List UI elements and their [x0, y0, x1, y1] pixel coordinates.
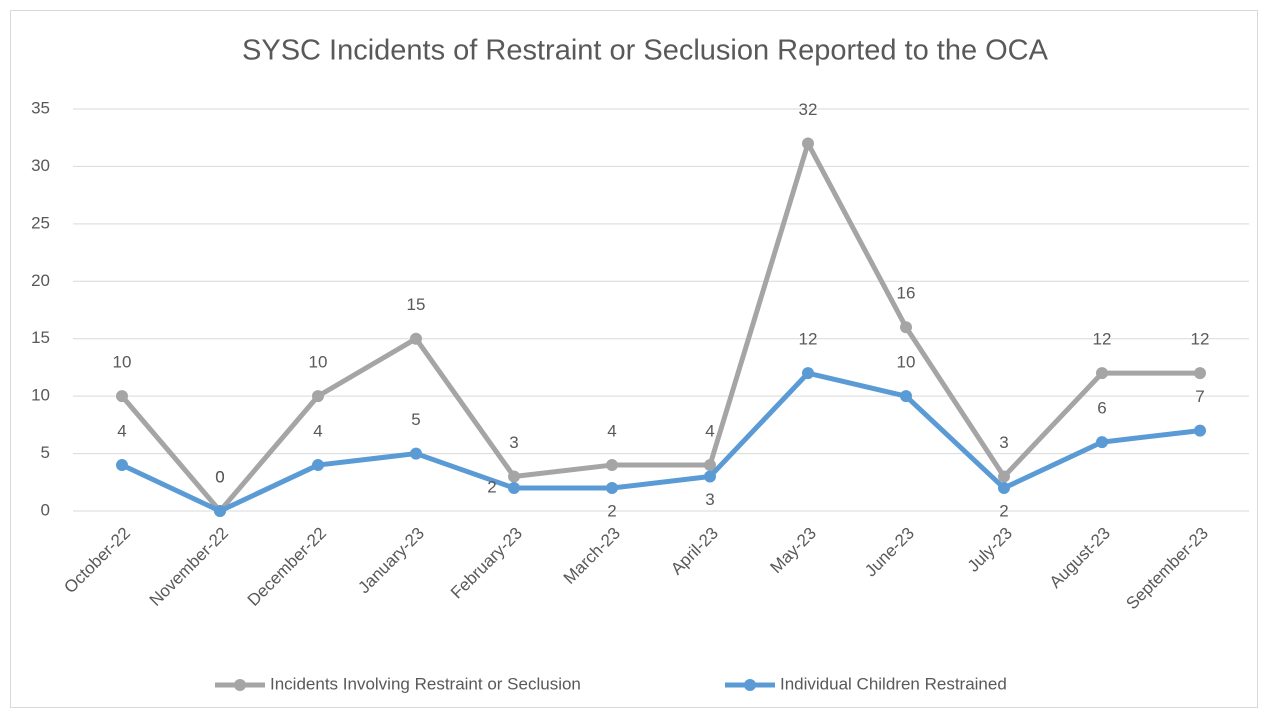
data-label: 12	[1191, 330, 1210, 349]
point	[998, 482, 1010, 495]
chart-border	[10, 10, 1258, 708]
data-label: 32	[799, 100, 818, 119]
point	[410, 332, 422, 345]
y-tick-label: 15	[31, 328, 50, 347]
data-label: 12	[1093, 330, 1112, 349]
point	[1194, 367, 1206, 380]
series-line	[120, 140, 1200, 514]
data-label: 10	[897, 353, 916, 372]
data-label: 3	[999, 433, 1008, 452]
data-label: 6	[1097, 399, 1106, 418]
data-label: 2	[999, 502, 1008, 521]
data-label: 0	[215, 467, 224, 486]
data-label: 4	[705, 422, 714, 441]
point	[312, 459, 324, 472]
data-label: 10	[309, 353, 328, 372]
data-label: 3	[509, 433, 518, 452]
point	[410, 447, 422, 460]
y-tick-label: 10	[31, 386, 50, 405]
legend-marker	[234, 679, 246, 691]
point	[1194, 424, 1206, 437]
point	[1096, 436, 1108, 449]
point	[214, 505, 226, 517]
point	[802, 367, 814, 380]
y-tick-label: 25	[31, 213, 50, 232]
point	[704, 459, 716, 472]
data-label: 2	[607, 502, 616, 521]
point	[900, 390, 912, 403]
y-tick-label: 20	[31, 271, 50, 290]
y-tick-label: 5	[41, 443, 50, 462]
point	[606, 482, 618, 495]
legend-marker	[744, 679, 756, 691]
legend-label: Individual Children Restrained	[780, 674, 1007, 693]
legend-label: Incidents Involving Restraint or Seclusi…	[270, 674, 581, 693]
point	[606, 459, 618, 472]
data-label: 12	[799, 330, 818, 349]
point	[802, 137, 814, 150]
y-tick-label: 30	[31, 156, 50, 175]
chart-title: SYSC Incidents of Restraint or Seclusion…	[242, 35, 1049, 67]
data-label: 5	[411, 410, 420, 429]
data-label: 0	[215, 467, 224, 486]
data-label: 7	[1195, 387, 1204, 406]
point	[508, 482, 520, 495]
point	[116, 390, 128, 403]
data-label: 4	[607, 422, 616, 441]
point	[998, 470, 1010, 483]
y-tick-label: 35	[31, 98, 50, 117]
point	[1096, 367, 1108, 380]
point	[508, 470, 520, 483]
point	[312, 390, 324, 403]
point	[704, 470, 716, 483]
data-label: 15	[407, 295, 426, 314]
data-label: 3	[705, 490, 714, 509]
y-tick-label: 0	[41, 500, 50, 519]
data-label: 4	[313, 422, 322, 441]
data-label: 10	[113, 353, 132, 372]
data-label: 2	[487, 478, 496, 497]
point	[900, 321, 912, 334]
data-label: 4	[117, 422, 126, 441]
data-label: 16	[897, 284, 916, 303]
point	[116, 459, 128, 472]
series-line	[120, 370, 1201, 514]
